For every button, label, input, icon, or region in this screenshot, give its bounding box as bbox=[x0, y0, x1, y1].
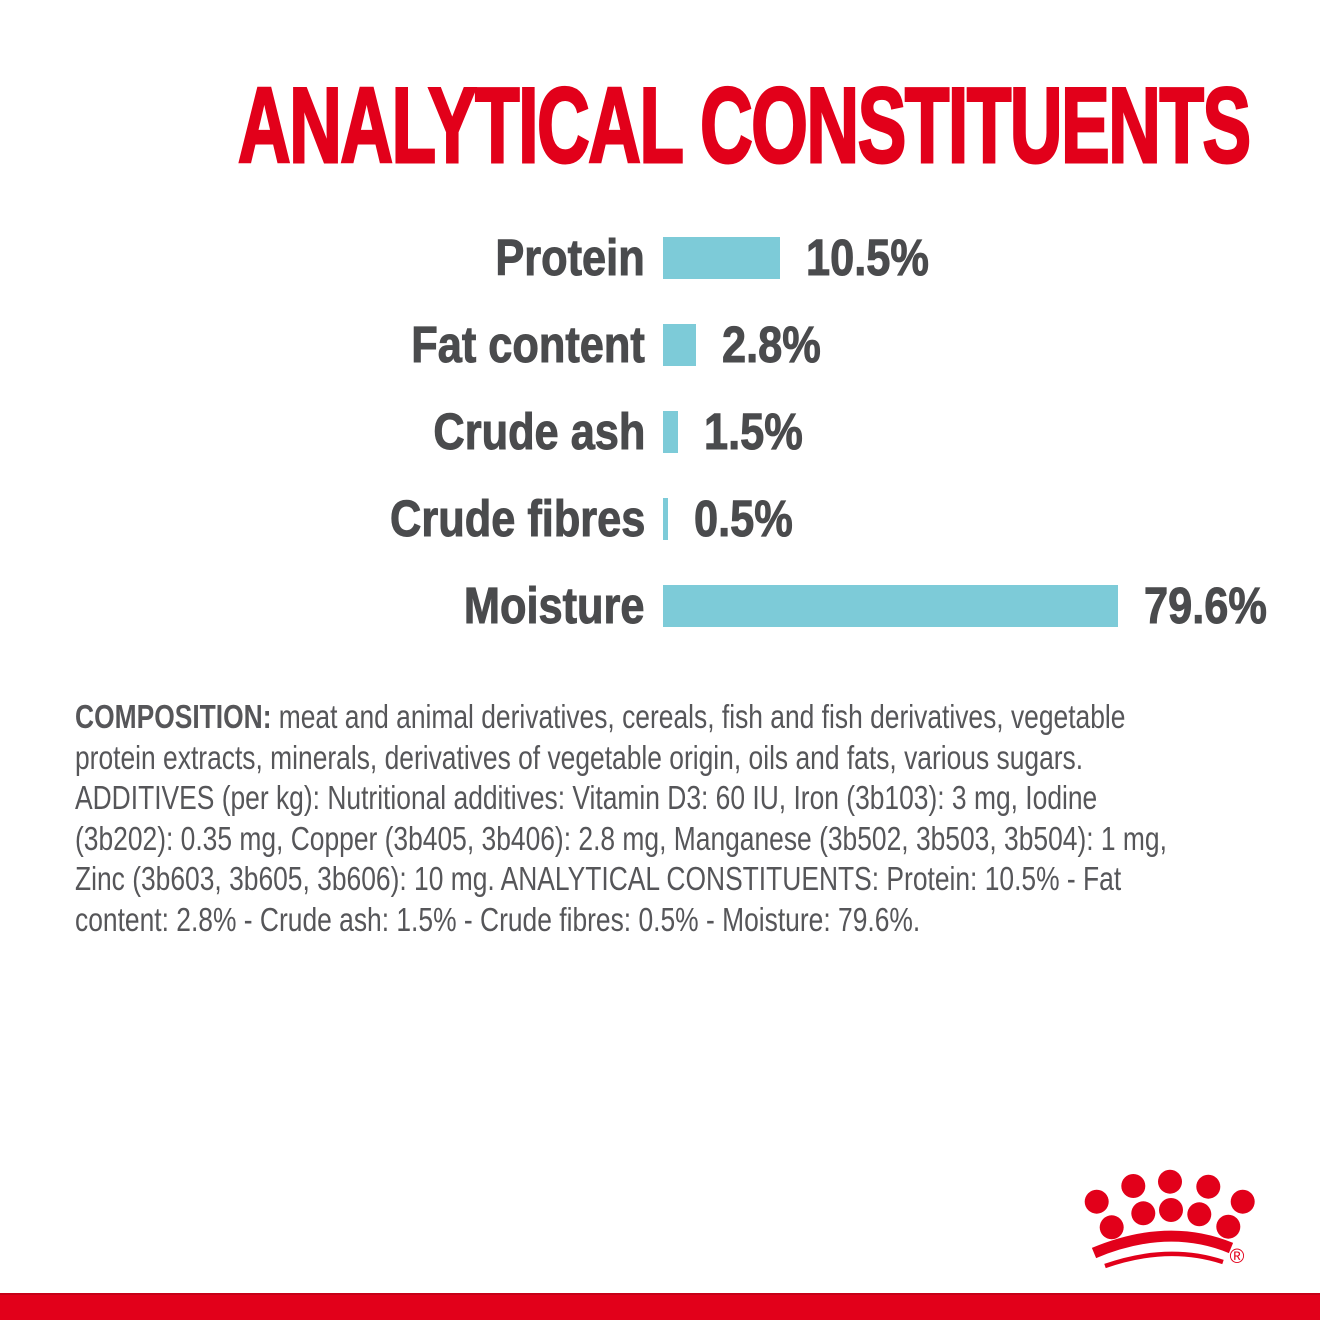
chart-row-value: 2.8% bbox=[722, 316, 822, 373]
composition-line: content: 2.8% - Crude ash: 1.5% - Crude … bbox=[75, 900, 921, 938]
chart-bar bbox=[663, 411, 678, 453]
chart-row: Crude ash 1.5% bbox=[0, 403, 1320, 460]
chart-row-value: 10.5% bbox=[806, 229, 930, 286]
chart-row: Protein 10.5% bbox=[0, 229, 1320, 286]
page-title-text: ANALYTICAL CONSTITUENTS bbox=[237, 65, 1252, 185]
chart-row: Fat content 2.8% bbox=[0, 316, 1320, 373]
chart-row-value: 79.6% bbox=[1144, 577, 1268, 634]
chart-row: Moisture 79.6% bbox=[0, 577, 1320, 634]
chart-bar bbox=[663, 498, 668, 540]
chart-row-value: 1.5% bbox=[704, 403, 804, 460]
chart-bar bbox=[663, 585, 1118, 627]
chart-row-label: Moisture bbox=[464, 577, 645, 634]
bottom-red-bar bbox=[0, 1293, 1320, 1320]
registered-trademark-icon: ® bbox=[1230, 1246, 1245, 1268]
chart-row-value: 0.5% bbox=[694, 490, 794, 547]
composition-text: COMPOSITION: meat and animal derivatives,… bbox=[75, 697, 1320, 940]
composition-line: Zinc (3b603, 3b605, 3b606): 10 mg. ANALY… bbox=[75, 860, 1122, 897]
composition-line: ADDITIVES (per kg): Nutritional additive… bbox=[75, 779, 1098, 816]
crown-dots bbox=[1084, 1169, 1255, 1240]
chart-row-label: Protein bbox=[495, 229, 645, 286]
chart-bar bbox=[663, 324, 696, 366]
composition-label: COMPOSITION: bbox=[75, 698, 272, 735]
chart-row-label: Fat content bbox=[411, 316, 645, 373]
composition-line: protein extracts, minerals, derivatives … bbox=[75, 738, 1084, 776]
chart-row-label: Crude ash bbox=[433, 403, 646, 460]
composition-line: COMPOSITION: meat and animal derivatives,… bbox=[75, 697, 1167, 738]
page-title: ANALYTICAL CONSTITUENTS bbox=[0, 65, 1320, 185]
royal-canin-crown-logo: ® bbox=[1084, 1169, 1255, 1269]
chart-row: Crude fibres 0.5% bbox=[0, 490, 1320, 547]
crown-base-arcs bbox=[1091, 1230, 1234, 1269]
chart-row-label: Crude fibres bbox=[389, 490, 645, 547]
composition-line-text: meat and animal derivatives, cereals, fi… bbox=[278, 698, 1126, 735]
chart-bar bbox=[663, 237, 780, 279]
composition-line: (3b202): 0.35 mg, Copper (3b405, 3b406):… bbox=[75, 819, 1167, 857]
